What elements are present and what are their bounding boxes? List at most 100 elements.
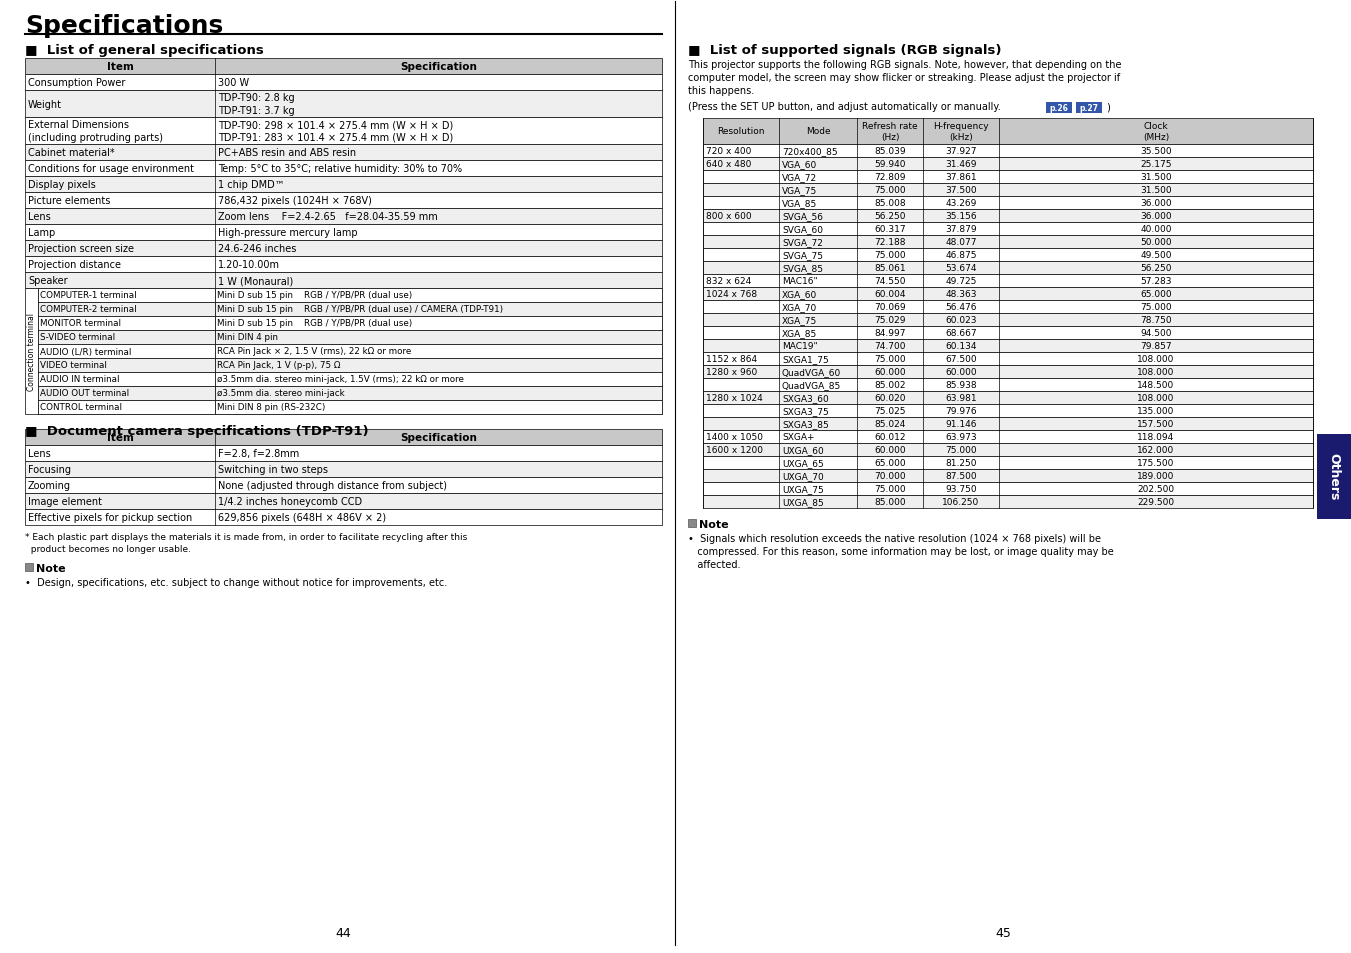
Text: High-pressure mercury lamp: High-pressure mercury lamp	[218, 228, 358, 237]
Text: Picture elements: Picture elements	[28, 195, 111, 206]
Text: Lens: Lens	[28, 449, 51, 458]
Text: Switching in two steps: Switching in two steps	[218, 464, 328, 475]
Text: Connection terminal: Connection terminal	[27, 313, 36, 391]
Text: VGA_60: VGA_60	[782, 160, 817, 169]
Text: 57.283: 57.283	[1140, 276, 1171, 286]
Text: Specifications: Specifications	[26, 14, 223, 38]
Bar	[703, 482, 1313, 496]
Text: •  Design, specifications, etc. subject to change without notice for improvement: • Design, specifications, etc. subject t…	[26, 578, 447, 587]
Text: Note: Note	[698, 519, 728, 530]
Bar	[703, 210, 1313, 223]
Bar	[703, 119, 1313, 145]
Text: 37.927: 37.927	[946, 147, 977, 156]
Text: 53.674: 53.674	[946, 264, 977, 273]
Text: Mini D sub 15 pin    RGB / Y/PB/PR (dual use) / CAMERA (TDP-T91): Mini D sub 15 pin RGB / Y/PB/PR (dual us…	[218, 305, 503, 314]
Text: 85.938: 85.938	[946, 380, 977, 390]
Text: 36.000: 36.000	[1140, 199, 1171, 208]
Text: ø3.5mm dia. stereo mini-jack, 1.5V (rms); 22 kΩ or more: ø3.5mm dia. stereo mini-jack, 1.5V (rms)…	[218, 375, 463, 384]
Text: 85.061: 85.061	[874, 264, 905, 273]
Bar	[703, 158, 1313, 171]
Text: UXGA_85: UXGA_85	[782, 497, 824, 506]
Bar	[26, 225, 662, 241]
Text: Mini D sub 15 pin    RGB / Y/PB/PR (dual use): Mini D sub 15 pin RGB / Y/PB/PR (dual us…	[218, 292, 412, 300]
Text: QuadVGA_60: QuadVGA_60	[782, 368, 842, 376]
Bar	[703, 443, 1313, 456]
Text: 832 x 624: 832 x 624	[707, 276, 751, 286]
Text: 60.317: 60.317	[874, 225, 905, 233]
Text: UXGA_75: UXGA_75	[782, 484, 824, 494]
Text: 31.469: 31.469	[946, 160, 977, 169]
Bar	[703, 301, 1313, 314]
Text: 56.250: 56.250	[874, 212, 905, 221]
Text: 91.146: 91.146	[946, 419, 977, 429]
Bar	[703, 262, 1313, 274]
Text: 70.069: 70.069	[874, 303, 905, 312]
Text: 49.725: 49.725	[946, 276, 977, 286]
Text: RCA Pin Jack, 1 V (p-p), 75 Ω: RCA Pin Jack, 1 V (p-p), 75 Ω	[218, 361, 340, 370]
Text: 36.000: 36.000	[1140, 212, 1171, 221]
Text: VIDEO terminal: VIDEO terminal	[41, 361, 107, 370]
Text: 1152 x 864: 1152 x 864	[707, 355, 757, 364]
Text: 74.700: 74.700	[874, 341, 905, 351]
Bar	[215, 387, 662, 400]
Bar	[26, 510, 662, 525]
Text: 94.500: 94.500	[1140, 329, 1171, 337]
Text: SXGA3_85: SXGA3_85	[782, 419, 828, 429]
Text: 50.000: 50.000	[1140, 237, 1171, 247]
Text: S-VIDEO terminal: S-VIDEO terminal	[41, 334, 115, 342]
Bar	[703, 314, 1313, 327]
Text: 640 x 480: 640 x 480	[707, 160, 751, 169]
Text: RCA Pin Jack × 2, 1.5 V (rms), 22 kΩ or more: RCA Pin Jack × 2, 1.5 V (rms), 22 kΩ or …	[218, 347, 411, 356]
Bar	[215, 316, 662, 331]
Text: Focusing: Focusing	[28, 464, 72, 475]
Bar	[26, 494, 662, 510]
Text: XGA_70: XGA_70	[782, 303, 817, 312]
Text: 1/4.2 inches honeycomb CCD: 1/4.2 inches honeycomb CCD	[218, 497, 362, 506]
Text: 31.500: 31.500	[1140, 172, 1171, 182]
Bar	[703, 405, 1313, 417]
Text: 79.976: 79.976	[946, 407, 977, 416]
Text: 1280 x 960: 1280 x 960	[707, 368, 758, 376]
Text: 24.6-246 inches: 24.6-246 inches	[218, 244, 296, 253]
Text: F=2.8, f=2.8mm: F=2.8, f=2.8mm	[218, 449, 300, 458]
Bar	[26, 241, 662, 256]
Text: 48.363: 48.363	[946, 290, 977, 298]
Text: 48.077: 48.077	[946, 237, 977, 247]
Bar	[26, 75, 662, 91]
Text: UXGA_70: UXGA_70	[782, 472, 824, 480]
Text: 108.000: 108.000	[1138, 355, 1174, 364]
Text: 135.000: 135.000	[1138, 407, 1174, 416]
Text: 85.039: 85.039	[874, 147, 905, 156]
Text: 60.023: 60.023	[946, 315, 977, 325]
Text: XGA_85: XGA_85	[782, 329, 817, 337]
Text: 189.000: 189.000	[1138, 472, 1174, 480]
Text: UXGA_60: UXGA_60	[782, 446, 824, 455]
Text: 175.500: 175.500	[1138, 458, 1174, 468]
Text: Zooming: Zooming	[28, 480, 72, 491]
Text: Lamp: Lamp	[28, 228, 55, 237]
Text: 74.550: 74.550	[874, 276, 905, 286]
Bar	[26, 91, 662, 118]
Bar	[26, 289, 662, 415]
Bar	[703, 378, 1313, 392]
Text: ø3.5mm dia. stereo mini-jack: ø3.5mm dia. stereo mini-jack	[218, 389, 345, 398]
Bar	[703, 392, 1313, 405]
Text: VGA_85: VGA_85	[782, 199, 817, 208]
Bar	[26, 461, 662, 477]
Text: Clock
(MHz): Clock (MHz)	[1143, 122, 1169, 142]
Text: COMPUTER-1 terminal: COMPUTER-1 terminal	[41, 292, 136, 300]
Text: Speaker: Speaker	[28, 275, 68, 286]
Text: 60.134: 60.134	[946, 341, 977, 351]
Bar	[26, 256, 662, 273]
Text: 35.500: 35.500	[1140, 147, 1171, 156]
Text: 84.997: 84.997	[874, 329, 905, 337]
Text: 68.667: 68.667	[946, 329, 977, 337]
Text: 72.809: 72.809	[874, 172, 905, 182]
Bar	[703, 274, 1313, 288]
Text: Refresh rate
(Hz): Refresh rate (Hz)	[862, 122, 917, 142]
Text: 786,432 pixels (1024H × 768V): 786,432 pixels (1024H × 768V)	[218, 195, 372, 206]
Text: 87.500: 87.500	[946, 472, 977, 480]
Text: 75.000: 75.000	[946, 446, 977, 455]
Text: SVGA_60: SVGA_60	[782, 225, 823, 233]
Text: TDP-T90: 2.8 kg
TDP-T91: 3.7 kg: TDP-T90: 2.8 kg TDP-T91: 3.7 kg	[218, 93, 295, 115]
